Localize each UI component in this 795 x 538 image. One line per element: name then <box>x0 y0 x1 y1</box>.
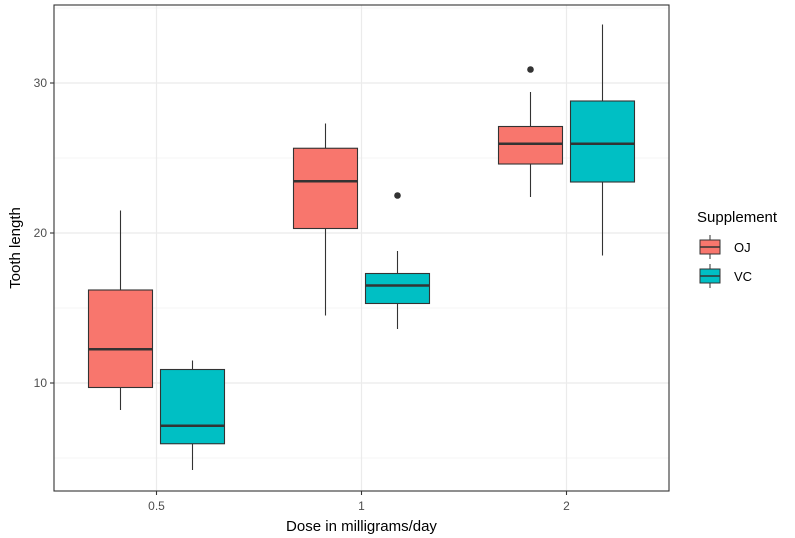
boxes <box>87 24 636 470</box>
box-body <box>569 100 636 183</box>
box-OJ-0.5 <box>87 210 154 410</box>
box-body <box>159 368 226 445</box>
box-OJ-2 <box>497 66 564 197</box>
axis-ticks: 10 20 30 0.5 1 2 <box>34 76 571 513</box>
y-tick-label: 30 <box>34 76 48 90</box>
y-axis-title: Tooth length <box>7 207 24 289</box>
legend-label-VC: VC <box>734 269 752 284</box>
y-tick-label: 20 <box>34 226 48 240</box>
box-VC-2 <box>569 24 636 256</box>
legend-label-OJ: OJ <box>734 240 751 255</box>
box-body <box>87 289 154 389</box>
box-body <box>364 272 431 305</box>
box-VC-0.5 <box>159 360 226 470</box>
box-VC-1 <box>364 192 431 329</box>
box-OJ-1 <box>292 123 359 316</box>
x-tick-label: 2 <box>563 499 570 513</box>
y-tick-label: 10 <box>34 376 48 390</box>
legend: Supplement OJ VC <box>697 209 778 288</box>
x-axis-title: Dose in milligrams/day <box>286 518 437 535</box>
legend-title: Supplement <box>697 209 778 226</box>
box-body <box>497 125 564 165</box>
legend-key-OJ: OJ <box>699 235 751 259</box>
outlier-point <box>394 192 401 199</box>
grid-lines <box>54 5 669 491</box>
box-body <box>292 147 359 230</box>
legend-key-VC: VC <box>699 264 752 288</box>
x-tick-label: 0.5 <box>148 499 165 513</box>
legend-keys: OJ VC <box>699 235 752 288</box>
outlier-point <box>527 66 534 73</box>
x-tick-label: 1 <box>358 499 365 513</box>
